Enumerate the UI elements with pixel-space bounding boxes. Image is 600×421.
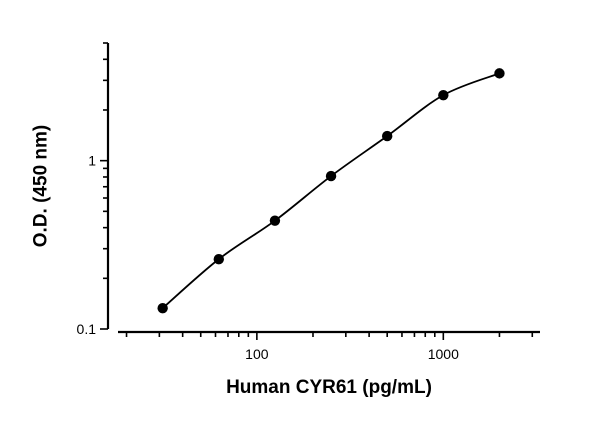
data-point [438,89,449,101]
data-point [494,68,505,79]
y-axis-title: O.D. (450 nm) [31,125,52,247]
data-point [213,253,225,265]
tick-labels: 100 1000 0.1 1 [77,153,460,362]
data-point [157,302,168,314]
x-tick-label: 1000 [428,346,459,362]
x-axis-title: Human CYR61 (pg/mL) [226,377,432,398]
y-tick-label: 0.1 [77,321,97,337]
data-point [381,130,393,142]
x-tick-label: 100 [245,346,269,362]
axes [106,43,540,334]
ticks [100,42,534,340]
data-point [325,170,337,182]
data-point [269,215,281,226]
y-tick-label: 1 [88,153,96,169]
fit-curve [162,72,500,309]
data-points [157,68,505,314]
